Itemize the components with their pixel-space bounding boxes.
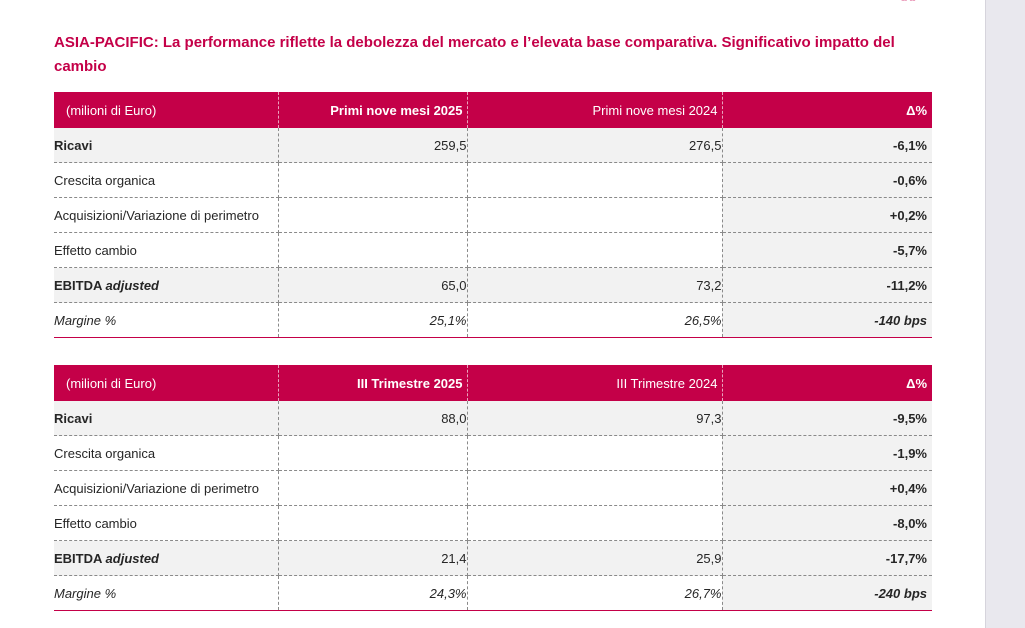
value-previous: 97,3: [467, 401, 723, 436]
financial-table-third-quarter: (milioni di Euro) III Trimestre 2025 III…: [54, 365, 932, 611]
row-label-emphasis: adjusted: [105, 550, 159, 566]
row-label: Margine %: [54, 575, 279, 611]
table-row: Ricavi 88,0 97,3 -9,5%: [54, 401, 932, 436]
value-delta: +0,2%: [722, 197, 932, 233]
table-header-row: (milioni di Euro) Primi nove mesi 2025 P…: [54, 92, 932, 128]
row-label: Crescita organica: [54, 435, 279, 471]
header-unit: (milioni di Euro): [54, 92, 279, 128]
header-period-previous: Primi nove mesi 2024: [467, 92, 723, 128]
value-current: 259,5: [278, 128, 468, 163]
table-row: Ricavi 259,5 276,5 -6,1%: [54, 128, 932, 163]
value-current: [278, 505, 468, 541]
value-current: [278, 470, 468, 506]
header-delta: Δ%: [722, 365, 932, 401]
value-previous: 73,2: [467, 267, 723, 303]
row-label: Effetto cambio: [54, 505, 279, 541]
row-label-main: EBITDA: [54, 277, 106, 293]
value-current: 25,1%: [278, 302, 468, 338]
value-current: 24,3%: [278, 575, 468, 611]
header-unit: (milioni di Euro): [54, 365, 279, 401]
table-row: Crescita organica -1,9%: [54, 435, 932, 471]
row-label-emphasis: adjusted: [105, 277, 159, 293]
table-row: Margine % 25,1% 26,5% -140 bps: [54, 302, 932, 338]
row-label: Effetto cambio: [54, 232, 279, 268]
table-header-row: (milioni di Euro) III Trimestre 2025 III…: [54, 365, 932, 401]
value-delta: -240 bps: [722, 575, 932, 611]
row-label: Ricavi: [54, 128, 279, 163]
value-delta: -8,0%: [722, 505, 932, 541]
row-label: EBITDA adjusted: [54, 267, 279, 303]
value-current: [278, 197, 468, 233]
section-title: ASIA-PACIFIC: La performance riflette la…: [54, 34, 895, 75]
value-previous: [467, 435, 723, 471]
table-row: Acquisizioni/Variazione di perimetro +0,…: [54, 470, 932, 506]
value-delta: -0,6%: [722, 162, 932, 198]
value-delta: -17,7%: [722, 540, 932, 576]
logo-mark-icon: ❀❀: [900, 0, 928, 4]
value-current: [278, 435, 468, 471]
row-label-main: EBITDA: [54, 550, 106, 566]
value-current: 88,0: [278, 401, 468, 436]
table-row: Effetto cambio -8,0%: [54, 505, 932, 541]
value-delta: -9,5%: [722, 401, 932, 436]
header-period-current: III Trimestre 2025: [278, 365, 468, 401]
row-label: Acquisizioni/Variazione di perimetro: [54, 470, 279, 506]
value-delta: -11,2%: [722, 267, 932, 303]
header-period-previous: III Trimestre 2024: [467, 365, 723, 401]
value-delta: -1,9%: [722, 435, 932, 471]
table-row: EBITDA adjusted 21,4 25,9 -17,7%: [54, 540, 932, 576]
value-previous: 276,5: [467, 128, 723, 163]
value-previous: [467, 505, 723, 541]
value-current: 65,0: [278, 267, 468, 303]
row-label: Acquisizioni/Variazione di perimetro: [54, 197, 279, 233]
value-delta: -6,1%: [722, 128, 932, 163]
financial-table-nine-months: (milioni di Euro) Primi nove mesi 2025 P…: [54, 92, 932, 338]
row-label: EBITDA adjusted: [54, 540, 279, 576]
value-current: 21,4: [278, 540, 468, 576]
value-delta: -5,7%: [722, 232, 932, 268]
header-period-current: Primi nove mesi 2025: [278, 92, 468, 128]
value-previous: [467, 232, 723, 268]
value-previous: [467, 470, 723, 506]
header-delta: Δ%: [722, 92, 932, 128]
row-label: Ricavi: [54, 401, 279, 436]
value-delta: +0,4%: [722, 470, 932, 506]
table-row: Margine % 24,3% 26,7% -240 bps: [54, 575, 932, 611]
value-previous: [467, 162, 723, 198]
row-label: Margine %: [54, 302, 279, 338]
row-label: Crescita organica: [54, 162, 279, 198]
table-row: Effetto cambio -5,7%: [54, 232, 932, 268]
document-page: ❀❀ ASIA-PACIFIC: La performance riflette…: [0, 0, 985, 628]
table-row: Crescita organica -0,6%: [54, 162, 932, 198]
table-row: Acquisizioni/Variazione di perimetro +0,…: [54, 197, 932, 233]
value-delta: -140 bps: [722, 302, 932, 338]
table-row: EBITDA adjusted 65,0 73,2 -11,2%: [54, 267, 932, 303]
side-pane: [985, 0, 1025, 628]
value-previous: 25,9: [467, 540, 723, 576]
value-previous: 26,5%: [467, 302, 723, 338]
value-previous: [467, 197, 723, 233]
value-current: [278, 232, 468, 268]
value-current: [278, 162, 468, 198]
value-previous: 26,7%: [467, 575, 723, 611]
